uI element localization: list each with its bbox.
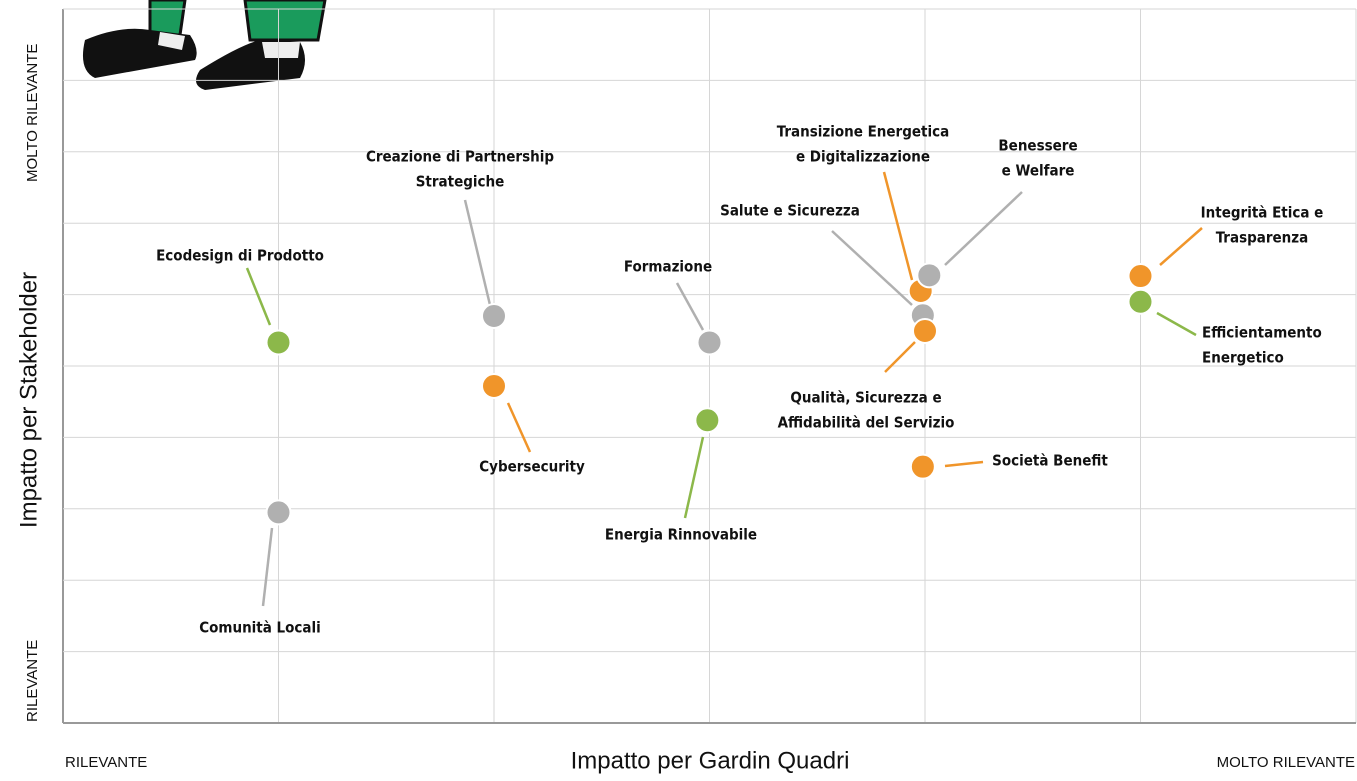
point-label: Formazione: [624, 258, 712, 276]
point-label: Creazione di Partnership: [366, 148, 554, 166]
point-label: Salute e Sicurezza: [720, 202, 860, 220]
point: [909, 453, 936, 480]
point: [912, 318, 938, 345]
point-label: Efficientamento: [1202, 324, 1322, 342]
y-high-label: MOLTO RILEVANTE: [24, 44, 41, 182]
leader-line: [1159, 227, 1203, 266]
point: [696, 329, 723, 356]
point-label: e Digitalizzazione: [796, 148, 930, 166]
point-label: Comunità Locali: [199, 619, 321, 637]
leader-line: [1156, 311, 1197, 337]
point: [1127, 263, 1154, 290]
point-label: Affidabilità del Servizio: [778, 414, 955, 432]
x-axis-label: Impatto per Gardin Quadri: [571, 747, 850, 774]
leader-line: [882, 171, 914, 281]
leader-line: [884, 341, 916, 373]
point-label: Cybersecurity: [479, 458, 585, 476]
x-high-label: MOLTO RILEVANTE: [1217, 754, 1355, 771]
point-label: Strategiche: [416, 173, 505, 191]
illustration: [82, 0, 327, 90]
point-label: Qualità, Sicurezza e: [790, 389, 941, 407]
leader-line: [463, 199, 492, 306]
point: [694, 407, 721, 434]
leader-line: [245, 267, 272, 326]
point-label: Transizione Energetica: [777, 123, 949, 141]
point: [481, 372, 507, 399]
point: [1127, 288, 1154, 315]
leader-line: [261, 527, 274, 607]
point: [265, 499, 292, 526]
point-label: e Welfare: [1002, 162, 1075, 180]
point-label: Ecodesign di Prodotto: [156, 247, 324, 265]
point: [265, 329, 292, 356]
y-low-label: RILEVANTE: [24, 640, 41, 722]
leader-line: [683, 436, 705, 519]
leader-line: [675, 282, 705, 331]
leader-line: [506, 402, 532, 453]
point-label: Trasparenza: [1216, 229, 1309, 247]
point-label: Energetico: [1202, 349, 1284, 367]
point-label: Energia Rinnovabile: [605, 526, 757, 544]
point-label: Società Benefit: [992, 452, 1108, 470]
point-label: Integrità Etica e: [1201, 204, 1324, 222]
point-label: Benessere: [998, 137, 1077, 155]
point: [916, 262, 943, 289]
point: [481, 303, 507, 330]
leader-line: [944, 191, 1023, 266]
leader-line: [944, 460, 984, 468]
leader-line: [831, 230, 913, 306]
x-low-label: RILEVANTE: [65, 754, 147, 771]
y-axis-label: Impatto per Stakeholder: [15, 272, 42, 528]
